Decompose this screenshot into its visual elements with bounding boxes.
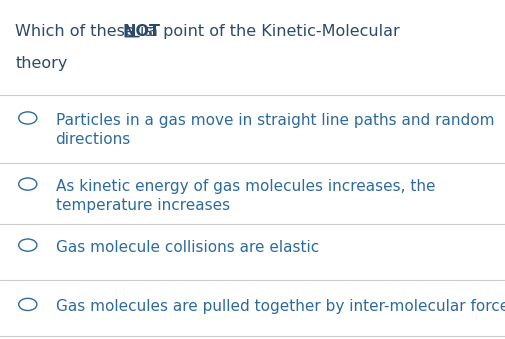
- Text: Which of these is: Which of these is: [15, 24, 158, 39]
- Text: a point of the Kinetic-Molecular: a point of the Kinetic-Molecular: [143, 24, 400, 39]
- Text: Particles in a gas move in straight line paths and random
directions: Particles in a gas move in straight line…: [56, 113, 494, 147]
- Text: As kinetic energy of gas molecules increases, the
temperature increases: As kinetic energy of gas molecules incre…: [56, 179, 435, 214]
- Text: Gas molecules are pulled together by inter-molecular forces: Gas molecules are pulled together by int…: [56, 299, 505, 314]
- Text: Gas molecule collisions are elastic: Gas molecule collisions are elastic: [56, 240, 319, 255]
- Text: theory: theory: [15, 56, 68, 71]
- Text: NOT: NOT: [122, 24, 161, 39]
